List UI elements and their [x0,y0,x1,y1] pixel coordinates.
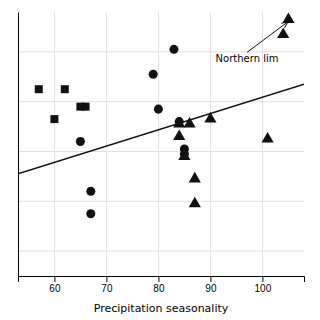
x-tick: 80 [153,276,165,294]
point-circle [149,70,158,79]
x-tick: 100 [255,276,272,294]
point-triangle [204,112,216,123]
x-tick: 90 [205,276,217,294]
grid-line [18,151,304,152]
point-square [82,103,90,111]
point-circle [86,209,95,218]
x-axis: 60 70 80 90 100 [19,276,305,294]
x-tick-mark [262,276,263,282]
y-axis-line [18,13,19,277]
point-circle [154,105,163,114]
annotation: Northern lim [216,53,279,64]
x-tick-mark [106,276,107,282]
trend-line [18,84,304,174]
chart: 60 70 80 90 100 Precipitation seasonality Nort… [0,0,320,320]
x-tick-label: 80 [153,283,165,294]
x-tick-label: 60 [49,283,61,294]
x-tick-label: 70 [101,283,113,294]
point-circle [76,137,85,146]
point-triangle [262,132,274,143]
grid-line [18,51,304,52]
point-square [50,115,58,123]
plot-area [18,12,304,218]
point-square [35,85,43,93]
point-triangle [282,12,294,23]
x-axis-title: Precipitation seasonality [94,302,229,315]
x-tick: 70 [101,276,113,294]
x-tick-mark [210,276,211,282]
grid-line [18,101,304,102]
annotation-arrow [247,22,288,52]
grid [18,12,304,276]
x-tick-mark [158,276,159,282]
point-circle [169,45,178,54]
point-triangle [178,149,190,160]
point-square [61,85,69,93]
y-axis [18,13,20,277]
point-triangle [173,117,185,128]
point-triangle [173,130,185,141]
point-triangle [184,117,196,128]
point-triangle [189,197,201,208]
x-axis-line [19,277,305,283]
grid-line [18,251,304,252]
point-triangle [189,172,201,183]
x-tick-label: 90 [205,283,217,294]
point-circle [86,187,95,196]
grid-line [18,201,304,202]
x-tick: 60 [49,276,61,294]
x-tick-label: 100 [255,283,272,294]
x-tick-mark [54,276,55,282]
